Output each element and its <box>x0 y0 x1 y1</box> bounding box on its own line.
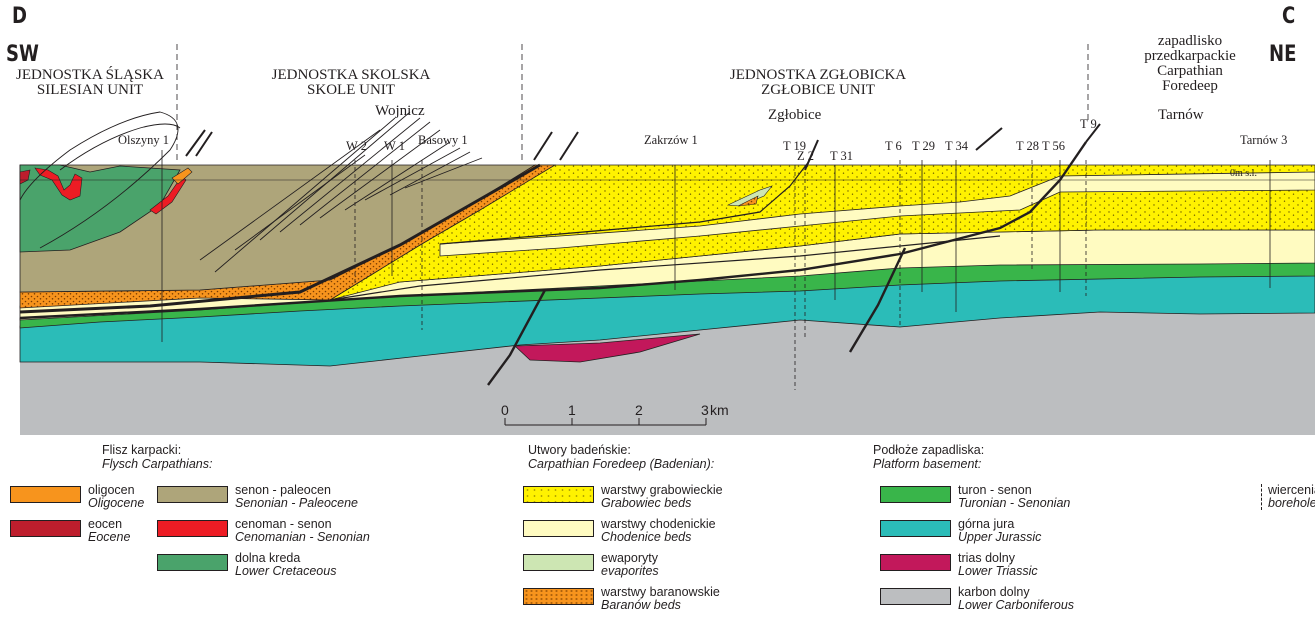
end-label-right-letter: C <box>1282 4 1296 29</box>
main-overthrust-line <box>19 163 541 314</box>
legend-swatch <box>157 486 228 503</box>
unit-silesian: JEDNOSTKA ŚLĄSKA SILESIAN UNIT <box>16 67 164 98</box>
scale-bar <box>504 418 707 426</box>
place-wojnicz: Wojnicz <box>375 103 425 119</box>
borehole-t19: T 19 <box>783 139 807 153</box>
unit-carpathian-foredeep: zapadlisko przedkarpackie Carpathian Fored… <box>1144 33 1236 94</box>
legend-swatch <box>880 486 951 503</box>
legend-item-boreholes: wierceniaboreholes <box>1261 484 1315 510</box>
borehole-olszyny-1: Olszyny 1 <box>118 133 170 147</box>
unit-zglobice: JEDNOSTKA ZGŁOBICKA ZGŁOBICE UNIT <box>729 67 907 98</box>
borehole-t6: T 6 <box>885 139 902 153</box>
borehole-t28: T 28 <box>1016 139 1040 153</box>
legend-swatch <box>880 554 951 571</box>
layer-lower-triassic <box>514 333 701 363</box>
scale-tick-1: 1 <box>568 402 576 418</box>
unit-skole: JEDNOSTKA SKOLSKA SKOLE UNIT <box>271 67 431 98</box>
place-zglobice: Zgłobice <box>768 107 822 123</box>
legend-swatch <box>523 554 594 571</box>
scale-tick-3: 3 <box>701 402 709 418</box>
borehole-t34: T 34 <box>945 139 969 153</box>
legend-swatch <box>10 520 81 537</box>
borehole-t31: T 31 <box>830 149 854 163</box>
borehole-w2: W 2 <box>346 139 367 153</box>
legend-swatch <box>880 520 951 537</box>
scale-tick-2: 2 <box>635 402 643 418</box>
legend-swatch <box>523 486 594 503</box>
legend-swatch <box>523 588 594 605</box>
end-label-left-letter: D <box>12 4 27 29</box>
scale-unit: km <box>710 402 729 418</box>
end-label-left-direction: SW <box>6 42 39 67</box>
borehole-basowy-1: Basowy 1 <box>418 133 468 147</box>
borehole-tarnow-3: Tarnów 3 <box>1240 133 1288 147</box>
borehole-zakrzow-1: Zakrzów 1 <box>644 133 698 147</box>
borehole-t9: T 9 <box>1080 117 1097 131</box>
legend-basement-heading: Podłoże zapadliska: Platform basement: <box>873 443 985 471</box>
legend-flysch-heading: Flisz karpacki: Flysch Carpathians: <box>102 443 213 471</box>
legend-swatch <box>10 486 81 503</box>
layer-chodenice-wedge <box>439 171 1315 257</box>
borehole-w1: W 1 <box>384 139 405 153</box>
geological-cross-section: D SW C NE JEDNOSTKA ŚLĄSKA SILESIAN UNIT … <box>6 4 1315 435</box>
legend-swatch <box>157 554 228 571</box>
place-tarnow: Tarnów <box>1158 107 1204 123</box>
borehole-z2: Z 2 <box>797 149 815 163</box>
borehole-t29: T 29 <box>912 139 936 153</box>
borehole-t56: T 56 <box>1042 139 1066 153</box>
end-label-right-direction: NE <box>1269 42 1297 67</box>
cross-section-svg <box>19 44 1315 435</box>
legend-badenian-heading: Utwory badeńskie: Carpathian Foredeep (Ba… <box>528 443 715 471</box>
legend-swatch <box>523 520 594 537</box>
legend-swatch <box>880 588 951 605</box>
scale-tick-0: 0 <box>501 402 509 418</box>
legend-swatch <box>157 520 228 537</box>
sea-level-label: 0m s.l. <box>1230 168 1257 179</box>
